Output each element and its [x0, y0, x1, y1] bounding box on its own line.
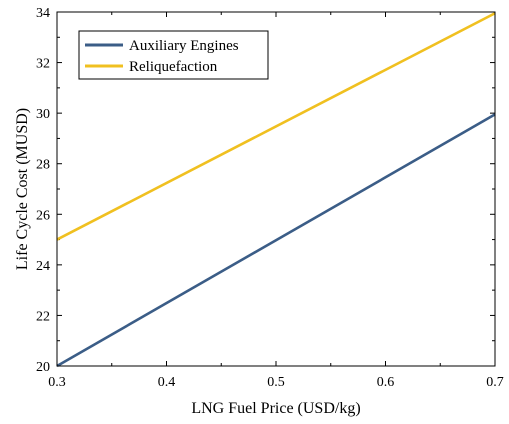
x-tick-label: 0.7	[486, 375, 504, 390]
legend-label: Auxiliary Engines	[129, 38, 239, 54]
y-tick-label: 20	[36, 360, 50, 375]
series-line	[56, 12, 496, 241]
legend-box	[78, 30, 269, 80]
legend: Auxiliary Engines Reliquefaction	[78, 30, 269, 80]
y-tick-label: 22	[36, 309, 50, 324]
x-tick-label: 0.5	[267, 375, 285, 390]
y-tick-label: 24	[36, 259, 50, 274]
y-axis-title: Life Cycle Cost (MUSD)	[14, 108, 31, 270]
x-tick-label: 0.3	[48, 375, 66, 390]
y-tick-label: 34	[36, 6, 50, 21]
plot-frame	[56, 11, 496, 367]
tick-labels: 0.3 0.4 0.5 0.6 0.7 20 22 24 26 28 30 32 34	[36, 6, 504, 390]
series-line	[56, 113, 496, 368]
y-tick-label: 26	[36, 208, 50, 223]
x-tick-label: 0.6	[377, 375, 395, 390]
x-axis-title: LNG Fuel Price (USD/kg)	[191, 400, 360, 417]
y-tick-label: 30	[36, 107, 50, 122]
series-lines	[56, 12, 496, 368]
legend-label: Reliquefaction	[129, 59, 218, 75]
y-tick-label: 28	[36, 158, 50, 173]
x-tick-label: 0.4	[158, 375, 176, 390]
y-tick-label: 32	[36, 57, 50, 72]
